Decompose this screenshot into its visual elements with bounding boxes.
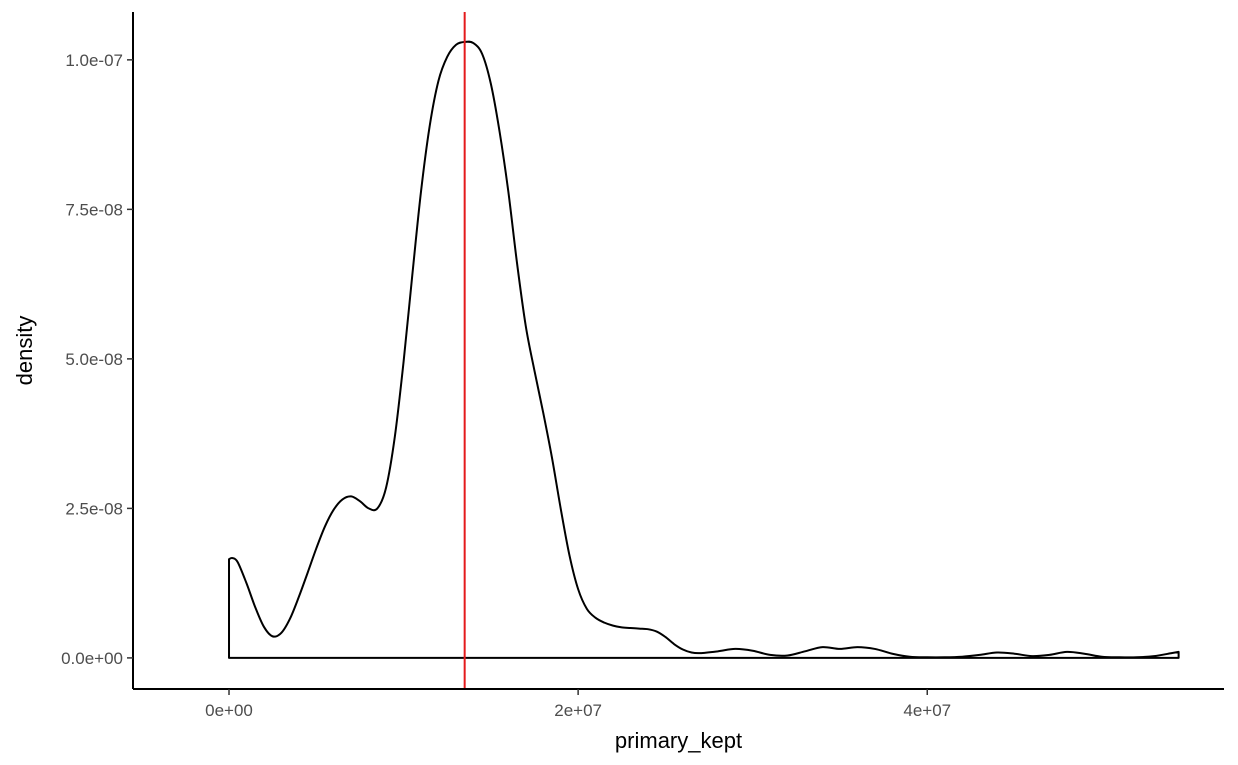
y-tick-label: 7.5e-08	[65, 200, 123, 219]
x-axis-title: primary_kept	[615, 728, 742, 753]
x-axis-ticks: 0e+00 2e+07 4e+07	[205, 689, 951, 720]
y-tick-label: 5.0e-08	[65, 350, 123, 369]
y-tick-label: 1.0e-07	[65, 51, 123, 70]
curve-layer	[228, 40, 1180, 659]
x-tick-label: 0e+00	[205, 701, 253, 720]
y-tick-label: 2.5e-08	[65, 499, 123, 518]
x-tick-label: 4e+07	[903, 701, 951, 720]
x-tick-label: 2e+07	[554, 701, 602, 720]
density-curve	[228, 40, 1180, 659]
y-axis-title: density	[12, 316, 37, 386]
y-axis-ticks: 0.0e+00 2.5e-08 5.0e-08 7.5e-08 1.0e-07	[61, 51, 133, 668]
y-tick-label: 0.0e+00	[61, 649, 123, 668]
